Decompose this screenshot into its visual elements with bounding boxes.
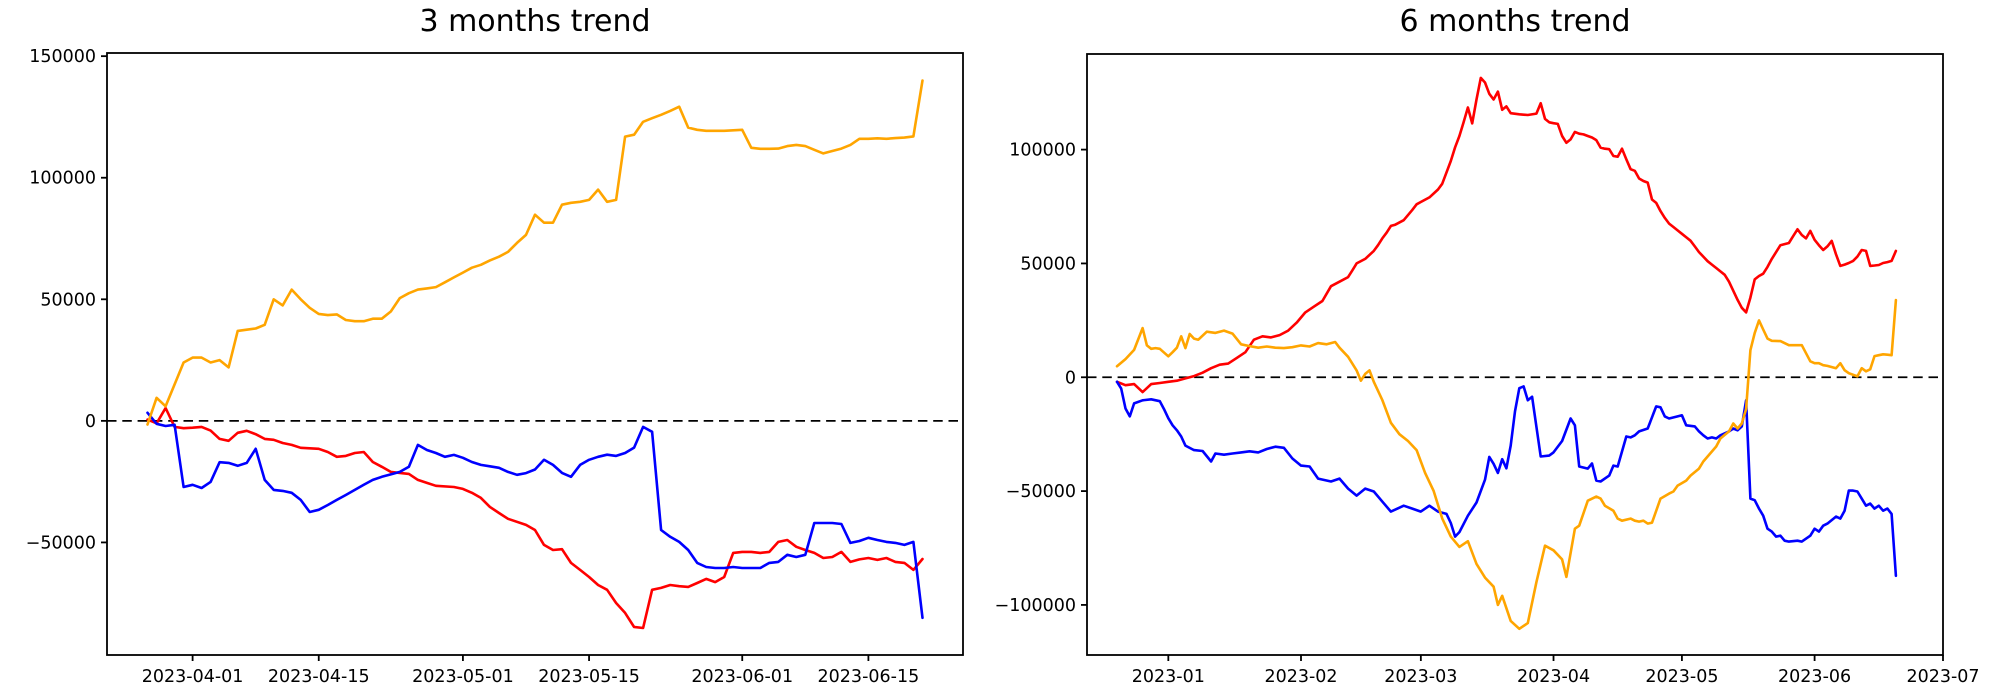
orange-line: [1115, 298, 1898, 631]
x-tick-label: 2023-07: [1906, 667, 1979, 687]
y-tick-label: 100000: [1009, 141, 1076, 161]
x-tick-label: 2023-06-01: [691, 667, 793, 687]
y-tick-label: −50000: [26, 533, 96, 553]
blue-line: [1115, 380, 1898, 578]
x-tick-label: 2023-05-01: [412, 667, 514, 687]
y-tick-label: 0: [85, 412, 96, 432]
x-tick-label: 2023-06: [1778, 667, 1851, 687]
axes-spines: [106, 52, 964, 656]
y-tick-label: 150000: [29, 47, 96, 67]
y-tick-label: −50000: [1006, 482, 1076, 502]
red-line: [1115, 76, 1898, 394]
x-tick-label: 2023-06-15: [818, 667, 920, 687]
chart-title-3-months: 3 months trend: [419, 4, 651, 39]
y-tick-label: −100000: [995, 596, 1076, 616]
y-tick-label: 0: [1065, 368, 1076, 388]
chart-title-6-months: 6 months trend: [1399, 4, 1631, 39]
y-tick-label: 50000: [40, 290, 96, 310]
blue-line: [146, 411, 924, 620]
red-line: [146, 406, 924, 630]
x-tick-label: 2023-04: [1517, 667, 1590, 687]
x-tick-label: 2023-05-15: [538, 667, 640, 687]
axes-spines: [1086, 53, 1944, 656]
y-tick-label: 100000: [29, 169, 96, 189]
x-tick-label: 2023-02: [1264, 667, 1337, 687]
orange-line: [146, 79, 924, 426]
x-tick-label: 2023-04-15: [268, 667, 370, 687]
x-tick-label: 2023-01: [1132, 667, 1205, 687]
y-tick-label: 50000: [1020, 254, 1076, 274]
x-tick-label: 2023-04-01: [142, 667, 244, 687]
x-tick-label: 2023-03: [1384, 667, 1457, 687]
x-tick-label: 2023-05: [1645, 667, 1718, 687]
